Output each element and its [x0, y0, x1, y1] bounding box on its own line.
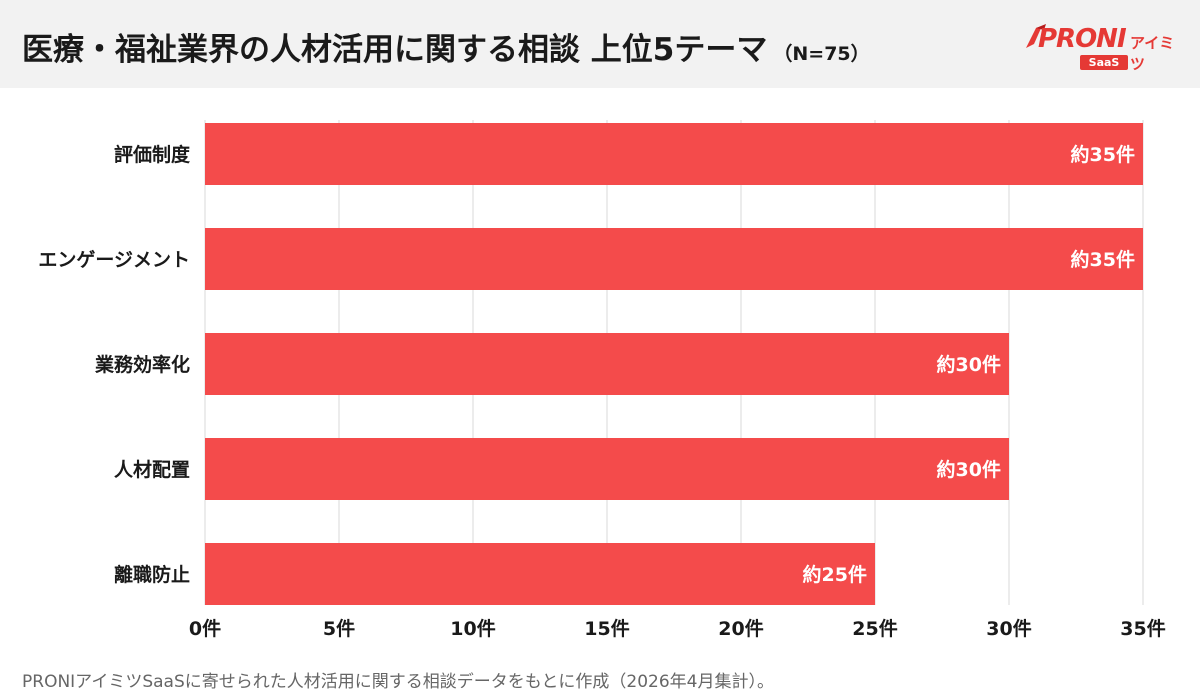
x-tick-label: 30件: [986, 617, 1031, 640]
header-bar: 医療・福祉業界の人材活用に関する相談 上位5テーマ （N=75） PRONI アイ…: [0, 0, 1200, 88]
bar: [205, 543, 875, 605]
x-tick-label: 15件: [584, 617, 629, 640]
footer-note: PRONIアイミツSaaSに寄せられた人材活用に関する相談データをもとに作成（2…: [22, 672, 774, 692]
data-label: 約30件: [937, 458, 1001, 481]
logo-swoosh-icon: [1026, 24, 1046, 48]
category-label: 離職防止: [114, 563, 190, 586]
bar: [205, 123, 1143, 185]
sample-size: （N=75）: [773, 43, 870, 65]
category-label: 人材配置: [114, 458, 190, 481]
data-label: 約30件: [937, 353, 1001, 376]
bar: [205, 228, 1143, 290]
x-tick-label: 5件: [323, 617, 355, 640]
logo-brand-text: PRONI: [1038, 24, 1127, 54]
brand-logo: PRONI アイミツ SaaS: [1018, 22, 1183, 73]
bar: [205, 438, 1009, 500]
data-label: 約25件: [803, 563, 867, 586]
category-label: エンゲージメント: [38, 249, 190, 271]
data-label: 約35件: [1071, 248, 1135, 271]
page-title: 医療・福祉業界の人材活用に関する相談 上位5テーマ （N=75）: [22, 24, 870, 69]
logo-sub-text: アイミツ: [1130, 34, 1175, 73]
x-tick-label: 10件: [450, 617, 495, 640]
category-label: 業務効率化: [94, 353, 190, 376]
data-label: 約35件: [1071, 143, 1135, 166]
x-tick-label: 35件: [1120, 617, 1165, 640]
grid-lines: [204, 120, 1144, 605]
x-tick-labels: 0件 5件 10件 15件 20件 25件 30件 35件: [189, 617, 1166, 640]
x-tick-label: 20件: [718, 617, 763, 640]
category-label: 評価制度: [114, 143, 191, 166]
logo-saas-badge: SaaS: [1080, 55, 1128, 70]
x-tick-label: 25件: [852, 617, 897, 640]
bar: [205, 333, 1009, 395]
title-text: 医療・福祉業界の人材活用に関する相談 上位5テーマ: [22, 32, 768, 68]
x-tick-label: 0件: [189, 617, 221, 640]
